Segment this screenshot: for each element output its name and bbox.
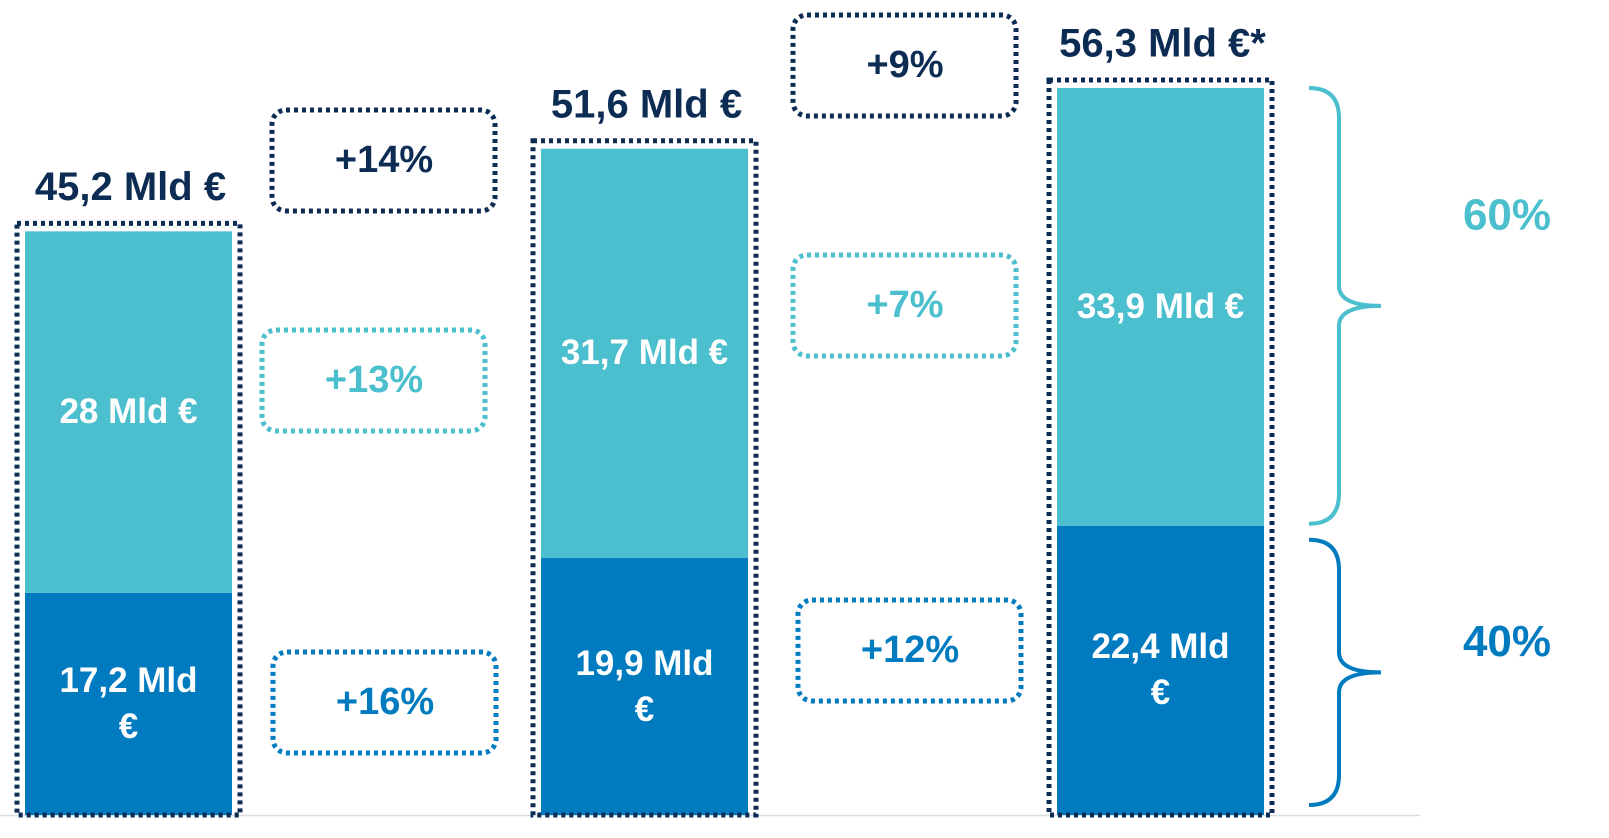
growth-label: +13% [325, 359, 423, 401]
growth-label: +14% [335, 139, 433, 181]
growth-box [269, 107, 498, 214]
growth-box [259, 327, 488, 434]
value-label: 31,7 Mld € [560, 333, 729, 373]
growth-box [795, 597, 1024, 704]
growth-label: +12% [861, 629, 959, 671]
value-label-box: 19,9 Mld € [575, 643, 714, 729]
value-label: 17,2 Mld € [59, 660, 198, 746]
bar-segment [25, 231, 232, 593]
bar-segment [1057, 525, 1264, 815]
value-label: 33,9 Mld € [1076, 286, 1245, 326]
value-label: 22,4 Mld € [1091, 627, 1230, 713]
total-outline [530, 138, 759, 818]
value-label-box: 17,2 Mld € [59, 660, 198, 746]
value-label-box: 31,7 Mld € [560, 333, 729, 373]
share-label: 60% [1463, 190, 1551, 239]
growth-box [270, 649, 499, 756]
bar-segment [541, 148, 748, 559]
bar-segment [541, 558, 748, 815]
brace [1308, 537, 1382, 807]
total-label: 45,2 Mld € [35, 165, 226, 209]
value-label-box: 33,9 Mld € [1076, 286, 1245, 326]
value-label: 28 Mld € [59, 392, 198, 432]
total-label: 51,6 Mld € [551, 82, 742, 126]
growth-label: +16% [336, 681, 434, 723]
bar-segment [1057, 88, 1264, 526]
growth-label: +7% [866, 284, 943, 326]
growth-box [790, 12, 1019, 119]
total-label: 56,3 Mld €* [1059, 22, 1266, 66]
value-label-box: 22,4 Mld € [1091, 627, 1230, 713]
bar-segment [25, 592, 232, 815]
value-label-box: 28 Mld € [59, 392, 198, 432]
brace [1308, 86, 1382, 526]
growth-box [790, 252, 1019, 359]
share-label: 40% [1463, 617, 1551, 666]
growth-label: +9% [866, 44, 943, 86]
value-label: 19,9 Mld € [575, 643, 714, 729]
